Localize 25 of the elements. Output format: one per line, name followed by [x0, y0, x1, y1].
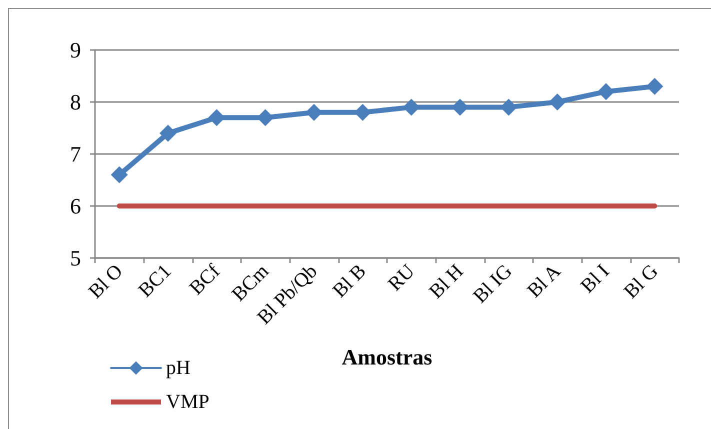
x-tick-label: Bl O: [84, 260, 128, 303]
x-tick-label: Bl H: [425, 260, 468, 303]
legend-label: VMP: [166, 391, 210, 413]
y-tick-label: 5: [70, 246, 81, 270]
x-tick-label: Bl B: [328, 260, 370, 302]
y-tick-label: 9: [70, 38, 81, 62]
x-tick-label: BCf: [185, 260, 225, 300]
x-tick-label: BC1: [134, 260, 176, 302]
y-tick-label: 7: [70, 142, 81, 166]
y-tick-label: 6: [70, 194, 81, 218]
x-tick-label: Bl I: [576, 260, 614, 298]
point: [646, 78, 664, 95]
x-tick-label: Bl A: [523, 260, 566, 302]
point: [306, 104, 322, 121]
x-tick-label: Bl IG: [469, 260, 516, 308]
point: [160, 124, 176, 142]
point: [598, 83, 614, 100]
point: [548, 94, 566, 110]
legend-label: pH: [166, 357, 190, 379]
x-tick-label: RU: [384, 260, 420, 296]
x-axis-title: Amostras: [342, 344, 433, 370]
point: [110, 166, 128, 184]
x-tick-label: Bl G: [620, 260, 662, 303]
point: [452, 98, 468, 116]
y-tick-label: 8: [70, 90, 81, 114]
